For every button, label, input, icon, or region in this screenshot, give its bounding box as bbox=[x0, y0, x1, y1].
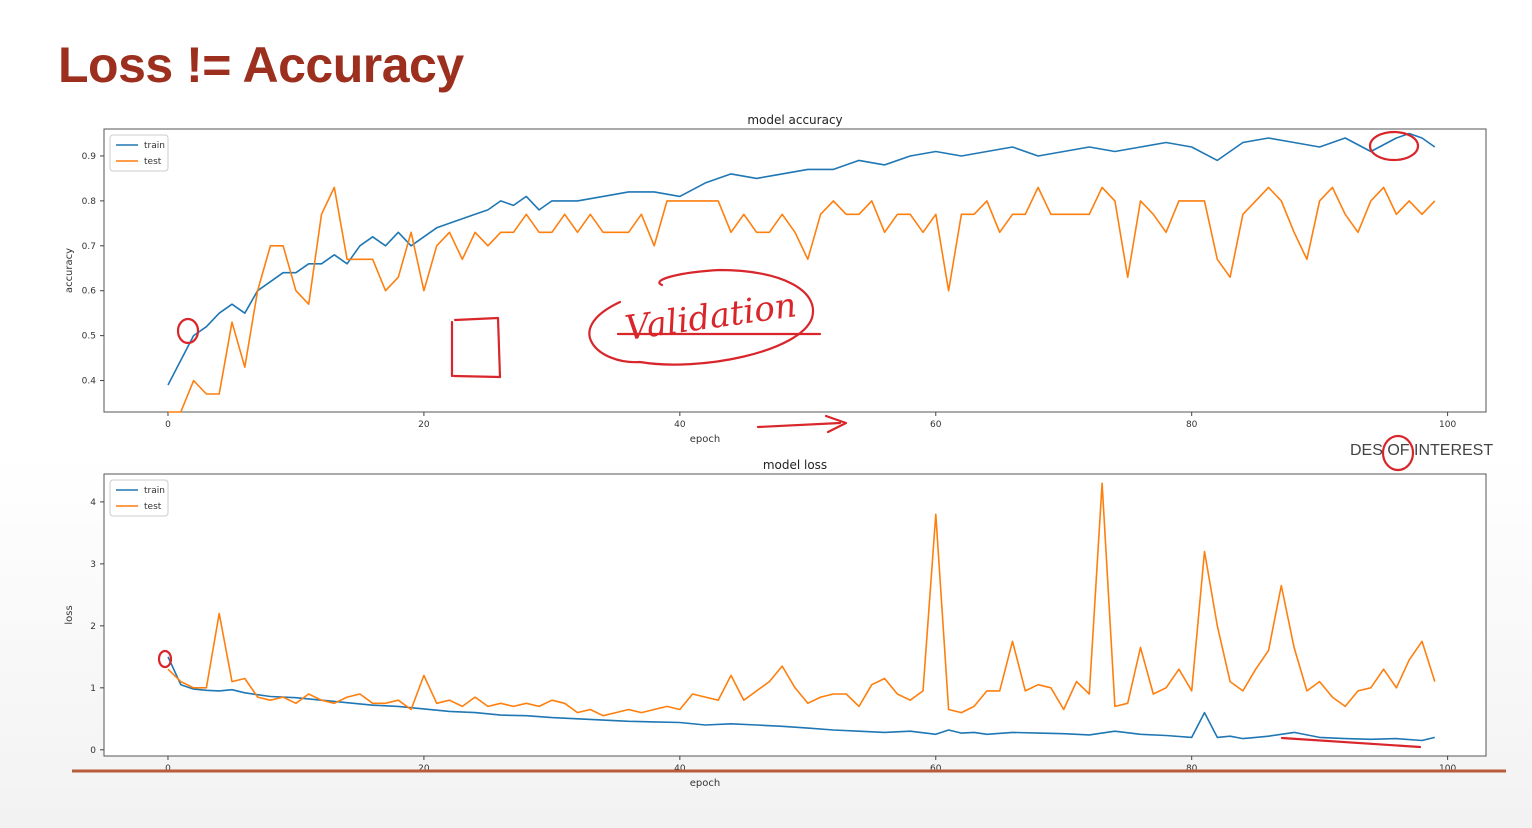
chart-model-accuracy: model accuracy 0 20 40 60 80 100 0.4 0.5 0.6 0.7 0.… bbox=[64, 113, 1487, 445]
series-line-train bbox=[167, 132, 1436, 386]
series-line-test bbox=[168, 186, 1436, 413]
y-tick-label: 2 bbox=[90, 622, 96, 632]
circle-annotation-word bbox=[588, 268, 815, 366]
circle-annotation-logo bbox=[1381, 434, 1415, 472]
x-tick-label: 20 bbox=[418, 420, 430, 430]
circle-annotation-loss-start bbox=[157, 649, 173, 669]
chart-title: model loss bbox=[763, 458, 827, 472]
watermark-text: DES OF INTEREST bbox=[1350, 442, 1494, 459]
x-tick-label: 100 bbox=[1439, 420, 1456, 430]
legend-box bbox=[109, 134, 169, 172]
x-tick-label: 80 bbox=[1186, 420, 1198, 430]
x-axis-label: epoch bbox=[690, 778, 720, 789]
x-tick-label: 0 bbox=[165, 420, 171, 430]
y-axis-label: loss bbox=[64, 605, 75, 624]
plot-frame bbox=[103, 473, 1487, 757]
y-tick-label: 0.8 bbox=[82, 197, 97, 207]
x-tick-label: 40 bbox=[674, 420, 686, 430]
legend-label-test: test bbox=[144, 502, 162, 512]
y-tick-label: 0 bbox=[90, 746, 96, 756]
arrow-annotation bbox=[756, 414, 848, 434]
underline-annotation-loss bbox=[1280, 736, 1422, 749]
y-tick-label: 0.5 bbox=[82, 332, 96, 342]
y-tick-label: 0.7 bbox=[82, 242, 96, 252]
box-annotation bbox=[450, 316, 502, 379]
x-tick-label: 20 bbox=[418, 764, 430, 774]
x-tick-label: 80 bbox=[1186, 764, 1198, 774]
x-tick-label: 0 bbox=[165, 764, 171, 774]
slide-title: Loss != Accuracy bbox=[58, 37, 464, 93]
legend-label-test: test bbox=[144, 157, 162, 167]
x-tick-label: 40 bbox=[674, 764, 686, 774]
y-tick-label: 1 bbox=[90, 684, 96, 694]
plot-frame bbox=[103, 128, 1487, 413]
x-tick-label: 60 bbox=[930, 764, 942, 774]
y-tick-label: 0.4 bbox=[82, 377, 97, 387]
series-line-test bbox=[167, 482, 1436, 717]
chart-title: model accuracy bbox=[747, 113, 842, 127]
x-axis-label: epoch bbox=[690, 434, 720, 445]
legend-box bbox=[109, 479, 169, 517]
y-tick-label: 0.6 bbox=[82, 287, 97, 297]
legend: train test bbox=[109, 134, 169, 172]
circle-annotation-start bbox=[176, 317, 200, 345]
legend-label-train: train bbox=[144, 486, 165, 496]
legend: train test bbox=[109, 479, 169, 517]
y-tick-label: 4 bbox=[90, 498, 96, 508]
legend-label-train: train bbox=[144, 141, 165, 151]
y-tick-label: 0.9 bbox=[82, 152, 97, 162]
y-axis-label: accuracy bbox=[64, 248, 75, 293]
x-tick-label: 60 bbox=[930, 420, 942, 430]
circle-annotation-peak bbox=[1368, 130, 1420, 162]
x-tick-label: 100 bbox=[1439, 764, 1456, 774]
y-tick-label: 3 bbox=[90, 560, 96, 570]
chart-model-loss: model loss 0 20 40 60 80 100 0 1 2 3 4 epoch loss trai… bbox=[64, 458, 1487, 789]
